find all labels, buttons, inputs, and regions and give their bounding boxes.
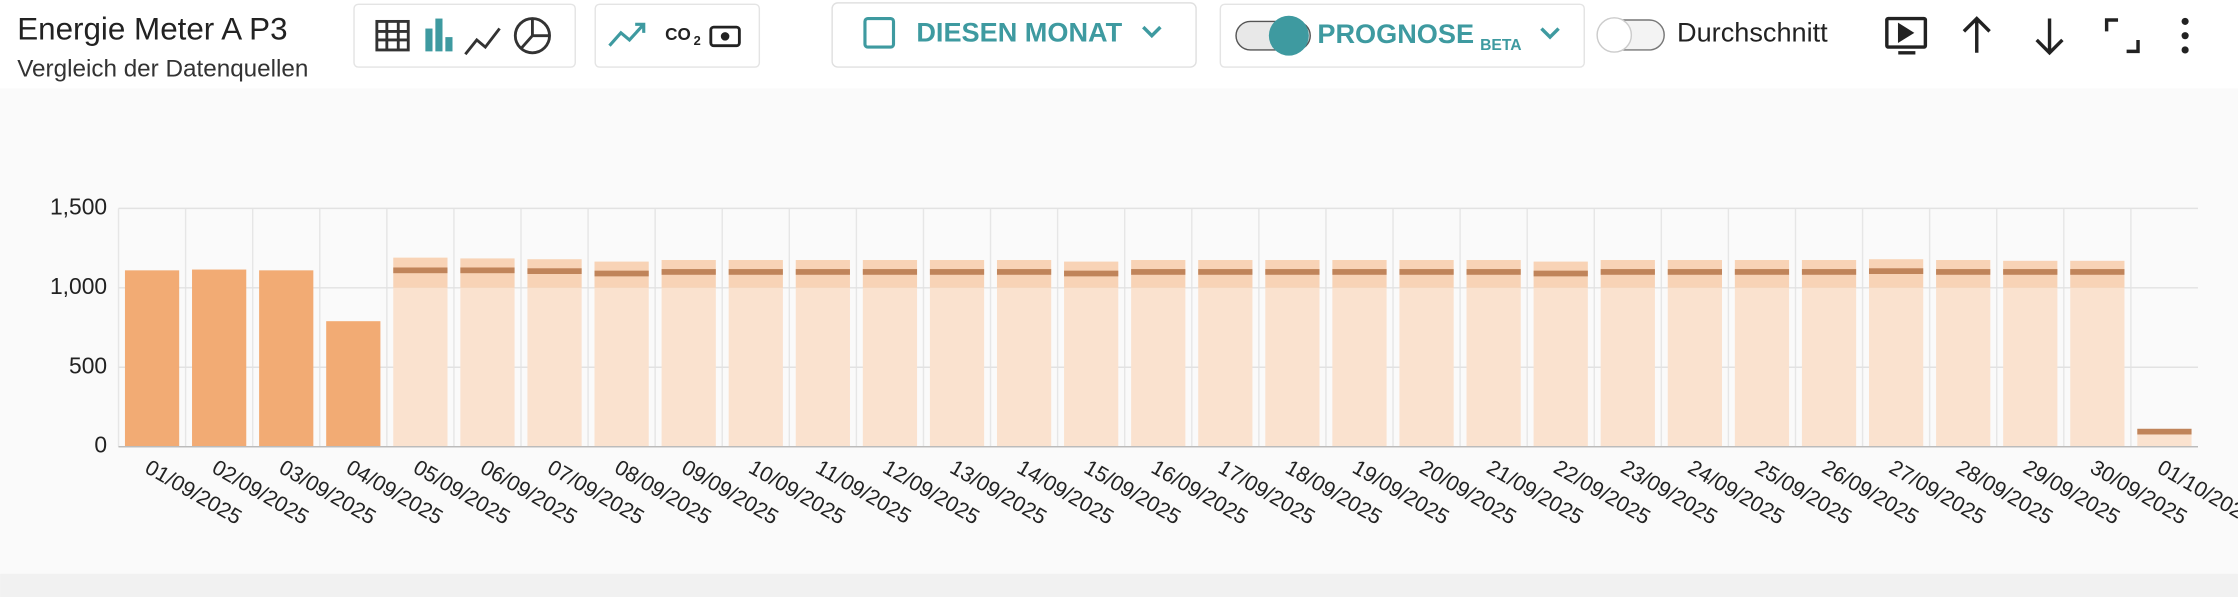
forecast-median	[1667, 269, 1722, 275]
forecast-median	[1600, 269, 1655, 275]
forecast-median	[929, 269, 985, 275]
forecast-median	[1734, 269, 1790, 275]
forecast-median	[1936, 269, 1991, 275]
trend-icon	[608, 22, 646, 47]
money-icon	[709, 25, 741, 48]
forecast-base	[996, 287, 1052, 447]
forecast-base	[594, 287, 649, 447]
forecast-base	[2137, 434, 2192, 447]
forecast-median	[527, 268, 582, 274]
metric-buttons[interactable]: CO 2	[594, 3, 761, 68]
bar-icon	[425, 18, 453, 52]
forecast-median	[1466, 269, 1521, 275]
forecast-base	[460, 287, 515, 447]
subtitle: Vergleich der Datenquellen	[17, 55, 308, 82]
y-tick-label: 1,000	[50, 273, 107, 299]
forecast-base	[862, 287, 918, 447]
button	[1219, 3, 1585, 68]
present-icon	[1885, 16, 1928, 49]
menu-icon[interactable]	[2181, 17, 2189, 54]
present-icon-play	[1897, 22, 1916, 55]
bar	[124, 270, 180, 447]
forecast-base	[393, 287, 448, 447]
forecast-base	[795, 287, 850, 447]
forecast-base	[661, 287, 716, 447]
forecast-base	[1734, 287, 1790, 447]
forecast-median	[1399, 269, 1454, 275]
forecast-base	[1936, 287, 1991, 447]
forecast-base	[728, 287, 783, 447]
up-icon	[1962, 16, 1991, 53]
toggle-knob	[1596, 17, 1633, 53]
forecast-base	[1801, 287, 1857, 447]
forecast-median	[1131, 269, 1186, 275]
down-icon	[2035, 18, 2064, 56]
forecast-base	[1399, 287, 1454, 447]
forecast-median	[1801, 269, 1857, 275]
chevron	[1142, 25, 1162, 39]
forecast-button[interactable]: PROGNOSE BETA	[1219, 3, 1585, 68]
toggle-knob	[1268, 15, 1309, 56]
forecast-base	[1868, 287, 1924, 447]
forecast-median	[862, 269, 918, 275]
forecast-label: PROGNOSE	[1317, 18, 1474, 49]
forecast-base	[1131, 287, 1186, 447]
period-label: DIESEN MONAT	[916, 16, 1122, 47]
bar	[259, 270, 314, 447]
co2-sub: 2	[694, 33, 701, 48]
period-button[interactable]: DIESEN MONAT	[831, 2, 1197, 68]
forecast-base	[1198, 287, 1253, 447]
fullscreen-icon	[2104, 18, 2140, 54]
forecast-base	[527, 287, 582, 447]
average-toggle[interactable]: Durchschnitt	[1596, 16, 1828, 53]
y-tick-label: 500	[69, 352, 107, 378]
button	[831, 2, 1197, 68]
forecast-median	[728, 269, 783, 275]
forecast-median	[795, 269, 850, 275]
forecast-median	[1198, 269, 1253, 275]
forecast-base	[1600, 287, 1655, 447]
bar	[326, 321, 381, 447]
button-group	[594, 3, 761, 68]
beta-badge: BETA	[1480, 37, 1522, 54]
forecast-median	[460, 267, 515, 274]
forecast-base	[1667, 287, 1722, 447]
bar	[192, 269, 247, 447]
forecast-base	[2070, 287, 2125, 447]
forecast-median	[393, 267, 448, 274]
toolbar-icons[interactable]	[1885, 16, 2140, 56]
view-icons	[375, 17, 551, 56]
forecast-median	[1332, 269, 1387, 275]
forecast-base	[1466, 287, 1521, 447]
title: Energie Meter A P3	[17, 12, 287, 47]
forecast-base	[1265, 287, 1320, 447]
forecast-median	[2003, 269, 2058, 275]
forecast-median	[2070, 269, 2125, 275]
y-tick-label: 1,500	[50, 193, 107, 219]
forecast-median	[1064, 270, 1119, 277]
forecast-base	[1064, 287, 1119, 447]
forecast-median	[594, 270, 649, 277]
forecast-base	[1332, 287, 1387, 447]
forecast-median	[1868, 268, 1924, 274]
forecast-median	[1265, 269, 1320, 275]
chevron	[1540, 27, 1560, 40]
money-icon-dot	[720, 32, 730, 41]
average-label: Durchschnitt	[1677, 16, 1828, 47]
footer-strip	[0, 573, 2238, 597]
co2-label: CO	[665, 25, 691, 44]
forecast-median	[1533, 270, 1588, 277]
view-buttons[interactable]	[353, 3, 576, 68]
calendar-icon	[863, 16, 896, 49]
forecast-median	[661, 269, 716, 275]
forecast-base	[929, 287, 985, 447]
forecast-median	[996, 269, 1052, 275]
y-tick-label: 0	[94, 432, 107, 458]
forecast-median	[2137, 428, 2192, 435]
forecast-base	[2003, 287, 2058, 447]
forecast-base	[1533, 287, 1588, 447]
